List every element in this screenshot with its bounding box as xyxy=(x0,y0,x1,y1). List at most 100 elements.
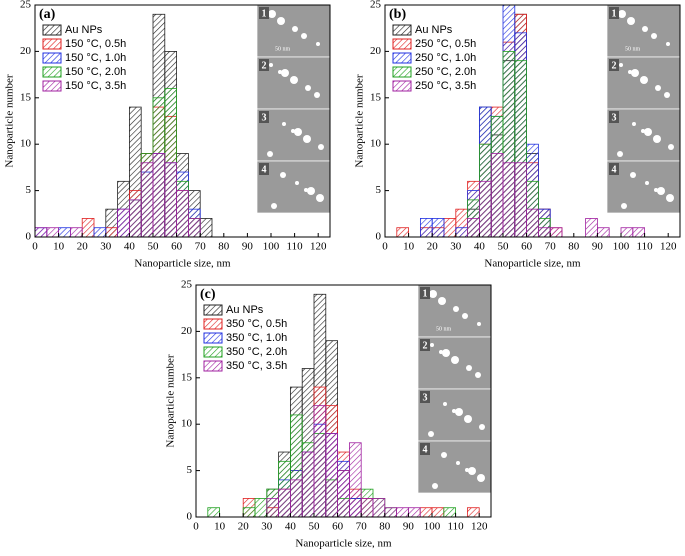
particle xyxy=(668,144,674,150)
inset-label: 4 xyxy=(423,444,428,455)
particle xyxy=(475,372,481,378)
x-tick-label: 60 xyxy=(521,241,533,253)
y-tick-label: 20 xyxy=(181,325,193,337)
particle xyxy=(664,92,670,98)
particle xyxy=(462,313,468,319)
legend-label: Au NPs xyxy=(415,24,453,36)
particle xyxy=(292,26,298,32)
y-tick-label: 0 xyxy=(376,231,382,243)
y-tick-label: 5 xyxy=(376,184,382,196)
hist-bar xyxy=(372,498,386,518)
legend-swatch xyxy=(203,346,223,358)
inset-label-box xyxy=(420,443,430,455)
legend-label: 150 °C, 0.5h xyxy=(65,38,126,50)
y-tick-label: 25 xyxy=(181,279,193,291)
particle xyxy=(619,63,623,67)
particle xyxy=(277,17,285,25)
inset-label: 1 xyxy=(423,288,428,299)
legend-label: 350 °C, 2.0h xyxy=(226,346,287,358)
y-tick-label: 15 xyxy=(181,371,193,383)
hist-bar xyxy=(242,507,256,518)
inset-label-box xyxy=(420,339,430,351)
particle xyxy=(653,135,661,143)
hist-bar xyxy=(313,405,327,518)
particle xyxy=(451,356,459,364)
hist-bar xyxy=(187,218,201,238)
legend-label: 150 °C, 2.0h xyxy=(65,66,126,78)
plot-frame xyxy=(34,4,331,238)
hist-bar xyxy=(266,498,279,518)
x-tick-label: 40 xyxy=(124,241,136,253)
inset-label: 2 xyxy=(423,340,428,351)
particle xyxy=(657,187,665,195)
x-tick-label: 110 xyxy=(637,241,654,253)
x-tick-label: 0 xyxy=(193,521,199,533)
hist-bar xyxy=(597,227,610,238)
legend-label: 250 °C, 3.5h xyxy=(415,80,476,92)
particle xyxy=(269,63,273,67)
particle xyxy=(477,474,485,482)
hist-bar xyxy=(396,227,409,238)
plot-frame xyxy=(195,284,492,518)
hist-bar xyxy=(128,199,142,238)
hist-bar xyxy=(632,227,645,238)
particle xyxy=(438,297,446,305)
legend-swatch xyxy=(203,332,223,344)
x-tick-label: 20 xyxy=(238,521,250,533)
legend-swatch xyxy=(42,38,62,50)
x-tick-label: 90 xyxy=(403,521,415,533)
particle xyxy=(305,85,311,91)
x-tick-label: 120 xyxy=(660,241,677,253)
particle xyxy=(281,69,289,77)
y-axis-label: Nanoparticle number xyxy=(354,74,366,167)
hist-bar xyxy=(549,227,563,238)
particle xyxy=(268,10,276,18)
y-tick-label: 25 xyxy=(20,0,32,11)
particle xyxy=(651,33,657,39)
hist-bar xyxy=(301,451,315,518)
hist-bar xyxy=(490,153,504,238)
hist-bar xyxy=(407,507,421,518)
particle xyxy=(477,322,481,326)
y-tick-label: 15 xyxy=(20,91,32,103)
x-tick-label: 40 xyxy=(474,241,486,253)
inset-label-box xyxy=(609,59,619,71)
legend-label: 250 °C, 1.0h xyxy=(415,52,476,64)
x-tick-label: 30 xyxy=(261,521,273,533)
legend-label: Au NPs xyxy=(65,24,103,36)
particle xyxy=(441,452,447,458)
inset-label: 3 xyxy=(423,392,428,403)
particle xyxy=(666,194,674,202)
particle xyxy=(627,17,635,25)
hist-bar xyxy=(455,227,468,238)
panel-label: (a) xyxy=(39,7,56,22)
plot-frame xyxy=(384,4,681,238)
y-tick-label: 10 xyxy=(370,138,382,150)
inset-label: 1 xyxy=(612,8,617,19)
particle xyxy=(642,26,648,32)
hist-bar xyxy=(117,208,130,238)
legend-swatch xyxy=(392,38,412,50)
x-tick-label: 10 xyxy=(403,241,415,253)
legend-swatch xyxy=(392,80,412,92)
y-tick-label: 15 xyxy=(370,91,382,103)
particle xyxy=(294,128,302,136)
x-tick-label: 80 xyxy=(379,521,391,533)
x-tick-label: 50 xyxy=(309,521,321,533)
particle xyxy=(468,467,476,475)
particle xyxy=(640,76,648,84)
hist-bar xyxy=(585,218,598,238)
particle xyxy=(618,10,626,18)
inset-label: 2 xyxy=(262,60,267,71)
hist-bar xyxy=(34,227,48,238)
x-tick-label: 0 xyxy=(32,241,38,253)
inset-label-box xyxy=(259,111,269,123)
inset-label: 4 xyxy=(262,164,267,175)
hist-bar xyxy=(467,218,480,238)
hist-bar xyxy=(348,442,362,518)
particle xyxy=(267,151,273,157)
particle xyxy=(282,122,286,126)
inset-label-box xyxy=(609,7,619,19)
panel-label: (c) xyxy=(200,287,216,302)
particle xyxy=(428,431,434,437)
